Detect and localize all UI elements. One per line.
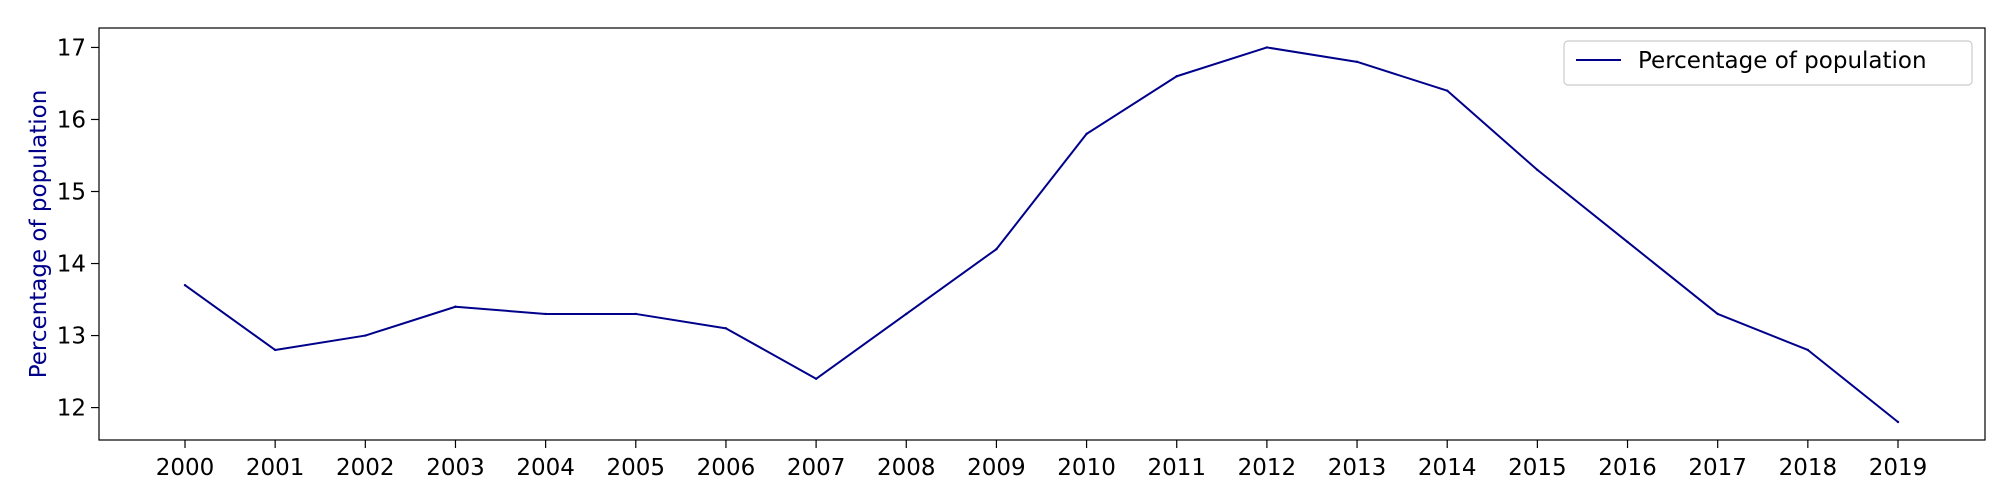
x-tick-label: 2006 bbox=[697, 455, 756, 481]
data-point bbox=[1355, 60, 1359, 64]
x-tick-label: 2002 bbox=[336, 455, 395, 481]
data-point bbox=[1085, 132, 1088, 136]
x-tick-label: 2018 bbox=[1779, 455, 1838, 481]
y-tick-label: 14 bbox=[57, 252, 86, 278]
y-tick-label: 16 bbox=[57, 107, 86, 133]
x-tick-label: 2014 bbox=[1418, 455, 1477, 481]
data-point bbox=[634, 312, 637, 316]
x-tick-label: 2004 bbox=[516, 455, 575, 481]
data-point bbox=[814, 377, 818, 380]
data-point bbox=[1446, 89, 1449, 92]
x-tick-label: 2019 bbox=[1869, 455, 1928, 481]
x-tick-label: 2003 bbox=[426, 455, 485, 481]
x-tick-label: 2010 bbox=[1057, 455, 1116, 481]
y-tick-label: 13 bbox=[57, 324, 86, 350]
x-tick-label: 2001 bbox=[246, 455, 305, 481]
x-tick-label: 2013 bbox=[1328, 455, 1387, 481]
series-layer bbox=[183, 46, 1900, 424]
x-tick-label: 2017 bbox=[1688, 455, 1747, 481]
y-axis-label: Percentage of population bbox=[26, 90, 52, 379]
x-tick-label: 2012 bbox=[1238, 455, 1297, 481]
legend: Percentage of population bbox=[1563, 40, 1973, 86]
data-point bbox=[544, 312, 547, 316]
data-point bbox=[1626, 240, 1629, 244]
y-tick-label: 15 bbox=[57, 180, 86, 206]
data-point bbox=[1716, 312, 1719, 316]
x-tick-label: 2009 bbox=[967, 455, 1026, 481]
x-tick-label: 2008 bbox=[877, 455, 936, 481]
data-point bbox=[724, 327, 728, 330]
data-point bbox=[1536, 168, 1539, 172]
legend-label: Percentage of population bbox=[1638, 48, 1927, 74]
plot-area bbox=[98, 27, 1986, 441]
x-tick-label: 2016 bbox=[1598, 455, 1657, 481]
legend-box bbox=[1563, 40, 1973, 86]
x-tick-label: 2000 bbox=[156, 455, 215, 481]
series-line bbox=[184, 46, 1899, 423]
data-point bbox=[183, 283, 187, 287]
y-tick-label: 12 bbox=[57, 396, 86, 422]
x-tick-label: 2011 bbox=[1147, 455, 1206, 481]
x-tick-label: 2015 bbox=[1508, 455, 1567, 481]
x-tick-label: 2005 bbox=[607, 455, 666, 481]
y-tick-label: 17 bbox=[57, 35, 86, 61]
data-point bbox=[454, 305, 457, 308]
x-tick-label: 2007 bbox=[787, 455, 846, 481]
data-point bbox=[273, 348, 277, 352]
data-point bbox=[905, 312, 908, 316]
data-point bbox=[1896, 420, 1900, 424]
data-point bbox=[1265, 46, 1269, 49]
data-point bbox=[1175, 75, 1178, 78]
y-axis: 12 13 14 15 16 17 bbox=[57, 35, 99, 422]
data-point bbox=[1806, 348, 1810, 352]
data-point bbox=[364, 334, 367, 337]
data-point bbox=[995, 247, 998, 251]
x-axis: 2000 2001 2002 2003 2004 2005 2006 2007 2008 2009… bbox=[156, 440, 1928, 481]
